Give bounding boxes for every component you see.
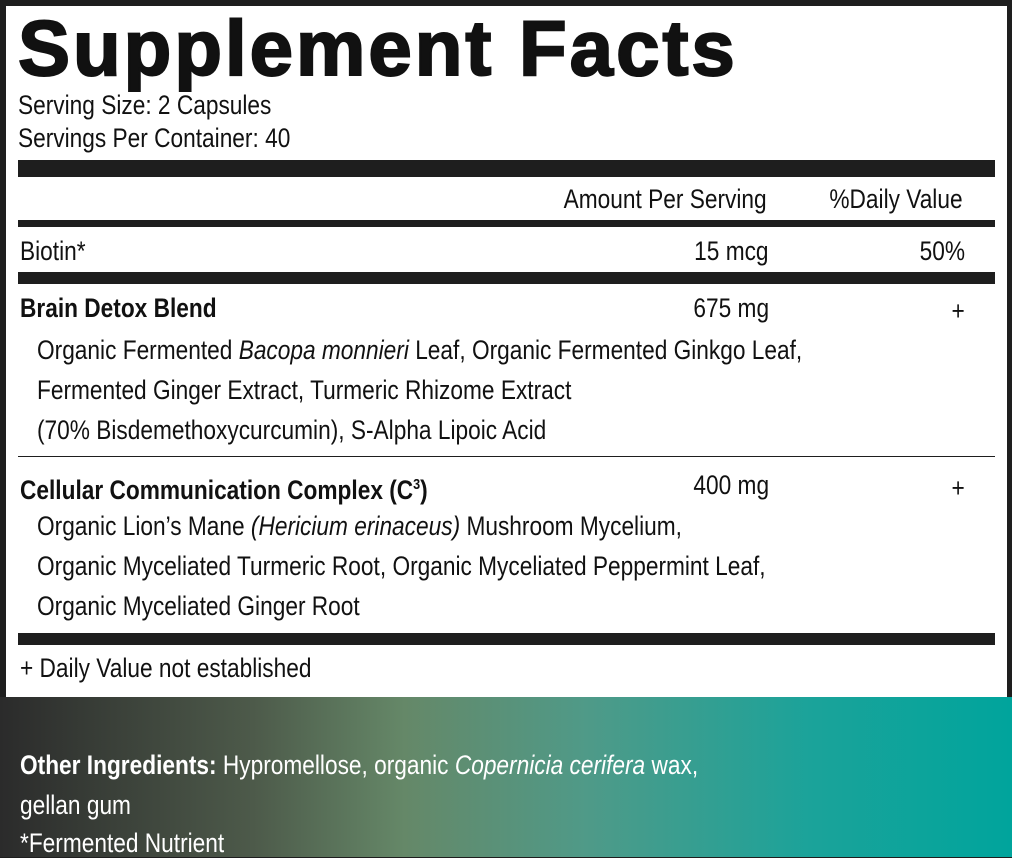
- footnote: + Daily Value not established: [20, 653, 312, 683]
- fermented-note: *Fermented Nutrient: [20, 828, 225, 858]
- supplement-facts-panel: Supplement Facts Serving Size: 2 Capsule…: [6, 4, 1007, 697]
- serving-size: Serving Size: 2 Capsules: [18, 90, 272, 120]
- divider: [18, 220, 995, 227]
- page-title: Supplement Facts: [17, 4, 738, 92]
- dv-header: %Daily Value: [829, 184, 963, 214]
- divider-thick: [18, 160, 995, 177]
- other-ingredients-section: Other Ingredients: Hypromellose, organic…: [0, 697, 1012, 858]
- amount-header: Amount Per Serving: [564, 184, 767, 214]
- divider-thick: [18, 633, 995, 645]
- servings-per-container: Servings Per Container: 40: [18, 123, 291, 153]
- divider-thick: [18, 272, 995, 284]
- divider-thin: [18, 456, 995, 457]
